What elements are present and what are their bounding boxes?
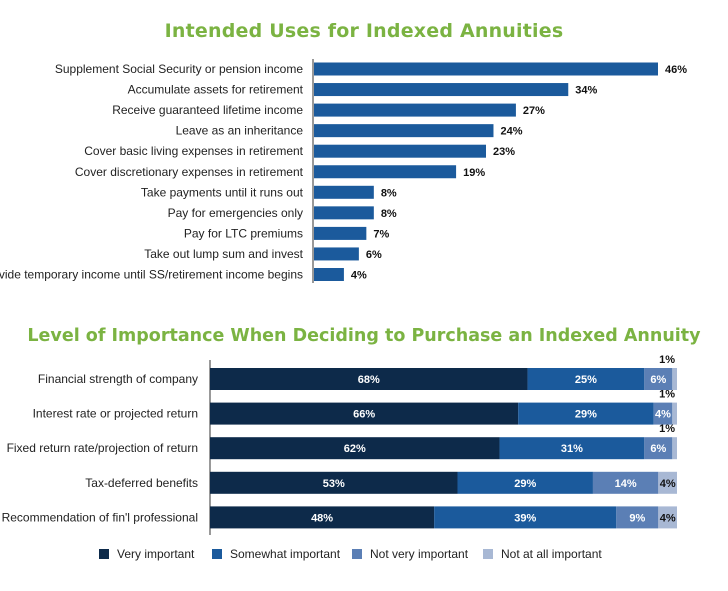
bar-provide-temporary-income-until-ss-retirement-income-begins	[314, 268, 344, 281]
value-label-cover-discretionary-expenses-in-retirement: 19%	[463, 167, 485, 179]
bar-leave-as-an-inheritance	[314, 124, 494, 138]
segment-somewhat-important-financial-strength-of-company	[527, 368, 645, 390]
legend-swatch-not-at-all-important	[483, 549, 493, 559]
segment-label-not-at-all-important-tax-deferred-benefits: 4%	[660, 478, 676, 490]
legend-label-very-important: Very important	[117, 547, 195, 561]
segment-label-not-very-important-interest-rate-or-projected-return: 4%	[655, 409, 671, 421]
category-label-pay-for-ltc-premiums: Pay for LTC premiums	[184, 226, 303, 240]
segment-very-important-financial-strength-of-company	[210, 368, 528, 390]
category-label-receive-guaranteed-lifetime-income: Receive guaranteed lifetime income	[112, 103, 303, 117]
bar-cover-discretionary-expenses-in-retirement	[314, 165, 457, 179]
category-label-tax-deferred-benefits: Tax-deferred benefits	[85, 476, 198, 490]
value-label-accumulate-assets-for-retirement: 34%	[575, 85, 597, 97]
segment-label-not-at-all-important-recommendation-of-fin-l-professional: 4%	[660, 512, 676, 524]
segment-not-at-all-important-fixed-return-rate-projection-of-return	[672, 437, 677, 460]
legend-swatch-very-important	[99, 549, 109, 559]
value-label-provide-temporary-income-until-ss-retirement-income-begins: 4%	[351, 270, 367, 282]
category-label-financial-strength-of-company: Financial strength of company	[38, 372, 198, 386]
legend-item-not-at-all-important: Not at all important	[483, 547, 602, 561]
value-label-pay-for-ltc-premiums: 7%	[373, 228, 389, 240]
category-label-recommendation-of-fin-l-professional: Recommendation of fin'l professional	[2, 510, 198, 524]
segment-label-not-very-important-recommendation-of-fin-l-professional: 9%	[629, 512, 645, 524]
segment-very-important-interest-rate-or-projected-return	[210, 402, 519, 425]
segment-label-not-at-all-important-interest-rate-or-projected-return: 1%	[659, 389, 675, 401]
bar-accumulate-assets-for-retirement	[314, 83, 569, 97]
value-label-supplement-social-security-or-pension-income: 46%	[665, 64, 687, 76]
value-label-take-payments-until-it-runs-out: 8%	[381, 187, 397, 199]
segment-not-very-important-financial-strength-of-company	[644, 368, 673, 390]
legend-swatch-not-very-important	[352, 549, 362, 559]
segment-very-important-fixed-return-rate-projection-of-return	[210, 437, 500, 460]
category-label-take-payments-until-it-runs-out: Take payments until it runs out	[141, 185, 304, 199]
bar-cover-basic-living-expenses-in-retirement	[314, 144, 486, 158]
legend-item-somewhat-important: Somewhat important	[212, 547, 340, 561]
bar-take-out-lump-sum-and-invest	[314, 247, 359, 261]
value-label-cover-basic-living-expenses-in-retirement: 23%	[493, 146, 515, 158]
category-label-cover-discretionary-expenses-in-retirement: Cover discretionary expenses in retireme…	[75, 165, 304, 179]
segment-somewhat-important-interest-rate-or-projected-return	[518, 402, 654, 425]
chart-title-intended-uses: Intended Uses for Indexed Annuities	[164, 20, 564, 42]
category-label-supplement-social-security-or-pension-income: Supplement Social Security or pension in…	[55, 62, 303, 76]
bar-supplement-social-security-or-pension-income	[314, 62, 658, 76]
segment-label-very-important-fixed-return-rate-projection-of-return: 62%	[344, 443, 366, 455]
segment-somewhat-important-tax-deferred-benefits	[457, 471, 593, 494]
segment-label-somewhat-important-financial-strength-of-company: 25%	[575, 374, 597, 386]
segment-label-not-very-important-fixed-return-rate-projection-of-return: 6%	[650, 443, 666, 455]
category-label-leave-as-an-inheritance: Leave as an inheritance	[176, 124, 304, 138]
segment-very-important-tax-deferred-benefits	[210, 471, 458, 494]
value-label-receive-guaranteed-lifetime-income: 27%	[523, 105, 545, 117]
segment-label-somewhat-important-fixed-return-rate-projection-of-return: 31%	[561, 443, 583, 455]
legend-item-not-very-important: Not very important	[352, 547, 468, 561]
segment-not-at-all-important-financial-strength-of-company	[672, 368, 677, 390]
segment-not-at-all-important-interest-rate-or-projected-return	[672, 402, 677, 425]
category-label-interest-rate-or-projected-return: Interest rate or projected return	[33, 407, 198, 421]
segment-label-not-at-all-important-financial-strength-of-company: 1%	[659, 354, 675, 366]
segment-label-very-important-tax-deferred-benefits: 53%	[323, 478, 345, 490]
bar-take-payments-until-it-runs-out	[314, 185, 374, 199]
segment-label-somewhat-important-interest-rate-or-projected-return: 29%	[575, 409, 597, 421]
category-label-pay-for-emergencies-only: Pay for emergencies only	[168, 206, 303, 220]
segment-not-very-important-recommendation-of-fin-l-professional	[616, 506, 659, 529]
category-label-provide-temporary-income-until-ss-retirement-income-begins: Provide temporary income until SS/retire…	[0, 268, 303, 282]
segment-very-important-recommendation-of-fin-l-professional	[210, 506, 435, 529]
category-label-accumulate-assets-for-retirement: Accumulate assets for retirement	[128, 83, 304, 97]
category-label-cover-basic-living-expenses-in-retirement: Cover basic living expenses in retiremen…	[84, 144, 303, 158]
segment-label-very-important-interest-rate-or-projected-return: 66%	[353, 409, 375, 421]
category-label-fixed-return-rate-projection-of-return: Fixed return rate/projection of return	[7, 441, 198, 455]
bar-receive-guaranteed-lifetime-income	[314, 103, 516, 117]
segment-somewhat-important-recommendation-of-fin-l-professional	[434, 506, 617, 529]
value-label-take-out-lump-sum-and-invest: 6%	[366, 249, 382, 261]
segment-not-at-all-important-recommendation-of-fin-l-professional	[658, 506, 677, 529]
value-label-pay-for-emergencies-only: 8%	[381, 208, 397, 220]
segment-label-somewhat-important-recommendation-of-fin-l-professional: 39%	[514, 512, 536, 524]
category-label-take-out-lump-sum-and-invest: Take out lump sum and invest	[144, 247, 303, 261]
segment-label-very-important-recommendation-of-fin-l-professional: 48%	[311, 512, 333, 524]
segment-label-not-very-important-tax-deferred-benefits: 14%	[615, 478, 637, 490]
legend-swatch-somewhat-important	[212, 549, 222, 559]
bar-pay-for-emergencies-only	[314, 206, 374, 220]
segment-somewhat-important-fixed-return-rate-projection-of-return	[499, 437, 645, 460]
chart-title-importance: Level of Importance When Deciding to Pur…	[27, 326, 701, 346]
legend-label-not-very-important: Not very important	[370, 547, 469, 561]
bar-pay-for-ltc-premiums	[314, 226, 367, 240]
segment-not-at-all-important-tax-deferred-benefits	[658, 471, 677, 494]
segment-label-not-very-important-financial-strength-of-company: 6%	[650, 374, 666, 386]
segment-label-somewhat-important-tax-deferred-benefits: 29%	[514, 478, 536, 490]
legend-label-somewhat-important: Somewhat important	[230, 547, 341, 561]
segment-label-very-important-financial-strength-of-company: 68%	[358, 374, 380, 386]
segment-not-very-important-interest-rate-or-projected-return	[653, 402, 673, 425]
segment-label-not-at-all-important-fixed-return-rate-projection-of-return: 1%	[659, 423, 675, 435]
legend-item-very-important: Very important	[99, 547, 194, 561]
value-label-leave-as-an-inheritance: 24%	[500, 126, 522, 138]
legend-label-not-at-all-important: Not at all important	[501, 547, 602, 561]
segment-not-very-important-tax-deferred-benefits	[592, 471, 659, 494]
segment-not-very-important-fixed-return-rate-projection-of-return	[644, 437, 673, 460]
